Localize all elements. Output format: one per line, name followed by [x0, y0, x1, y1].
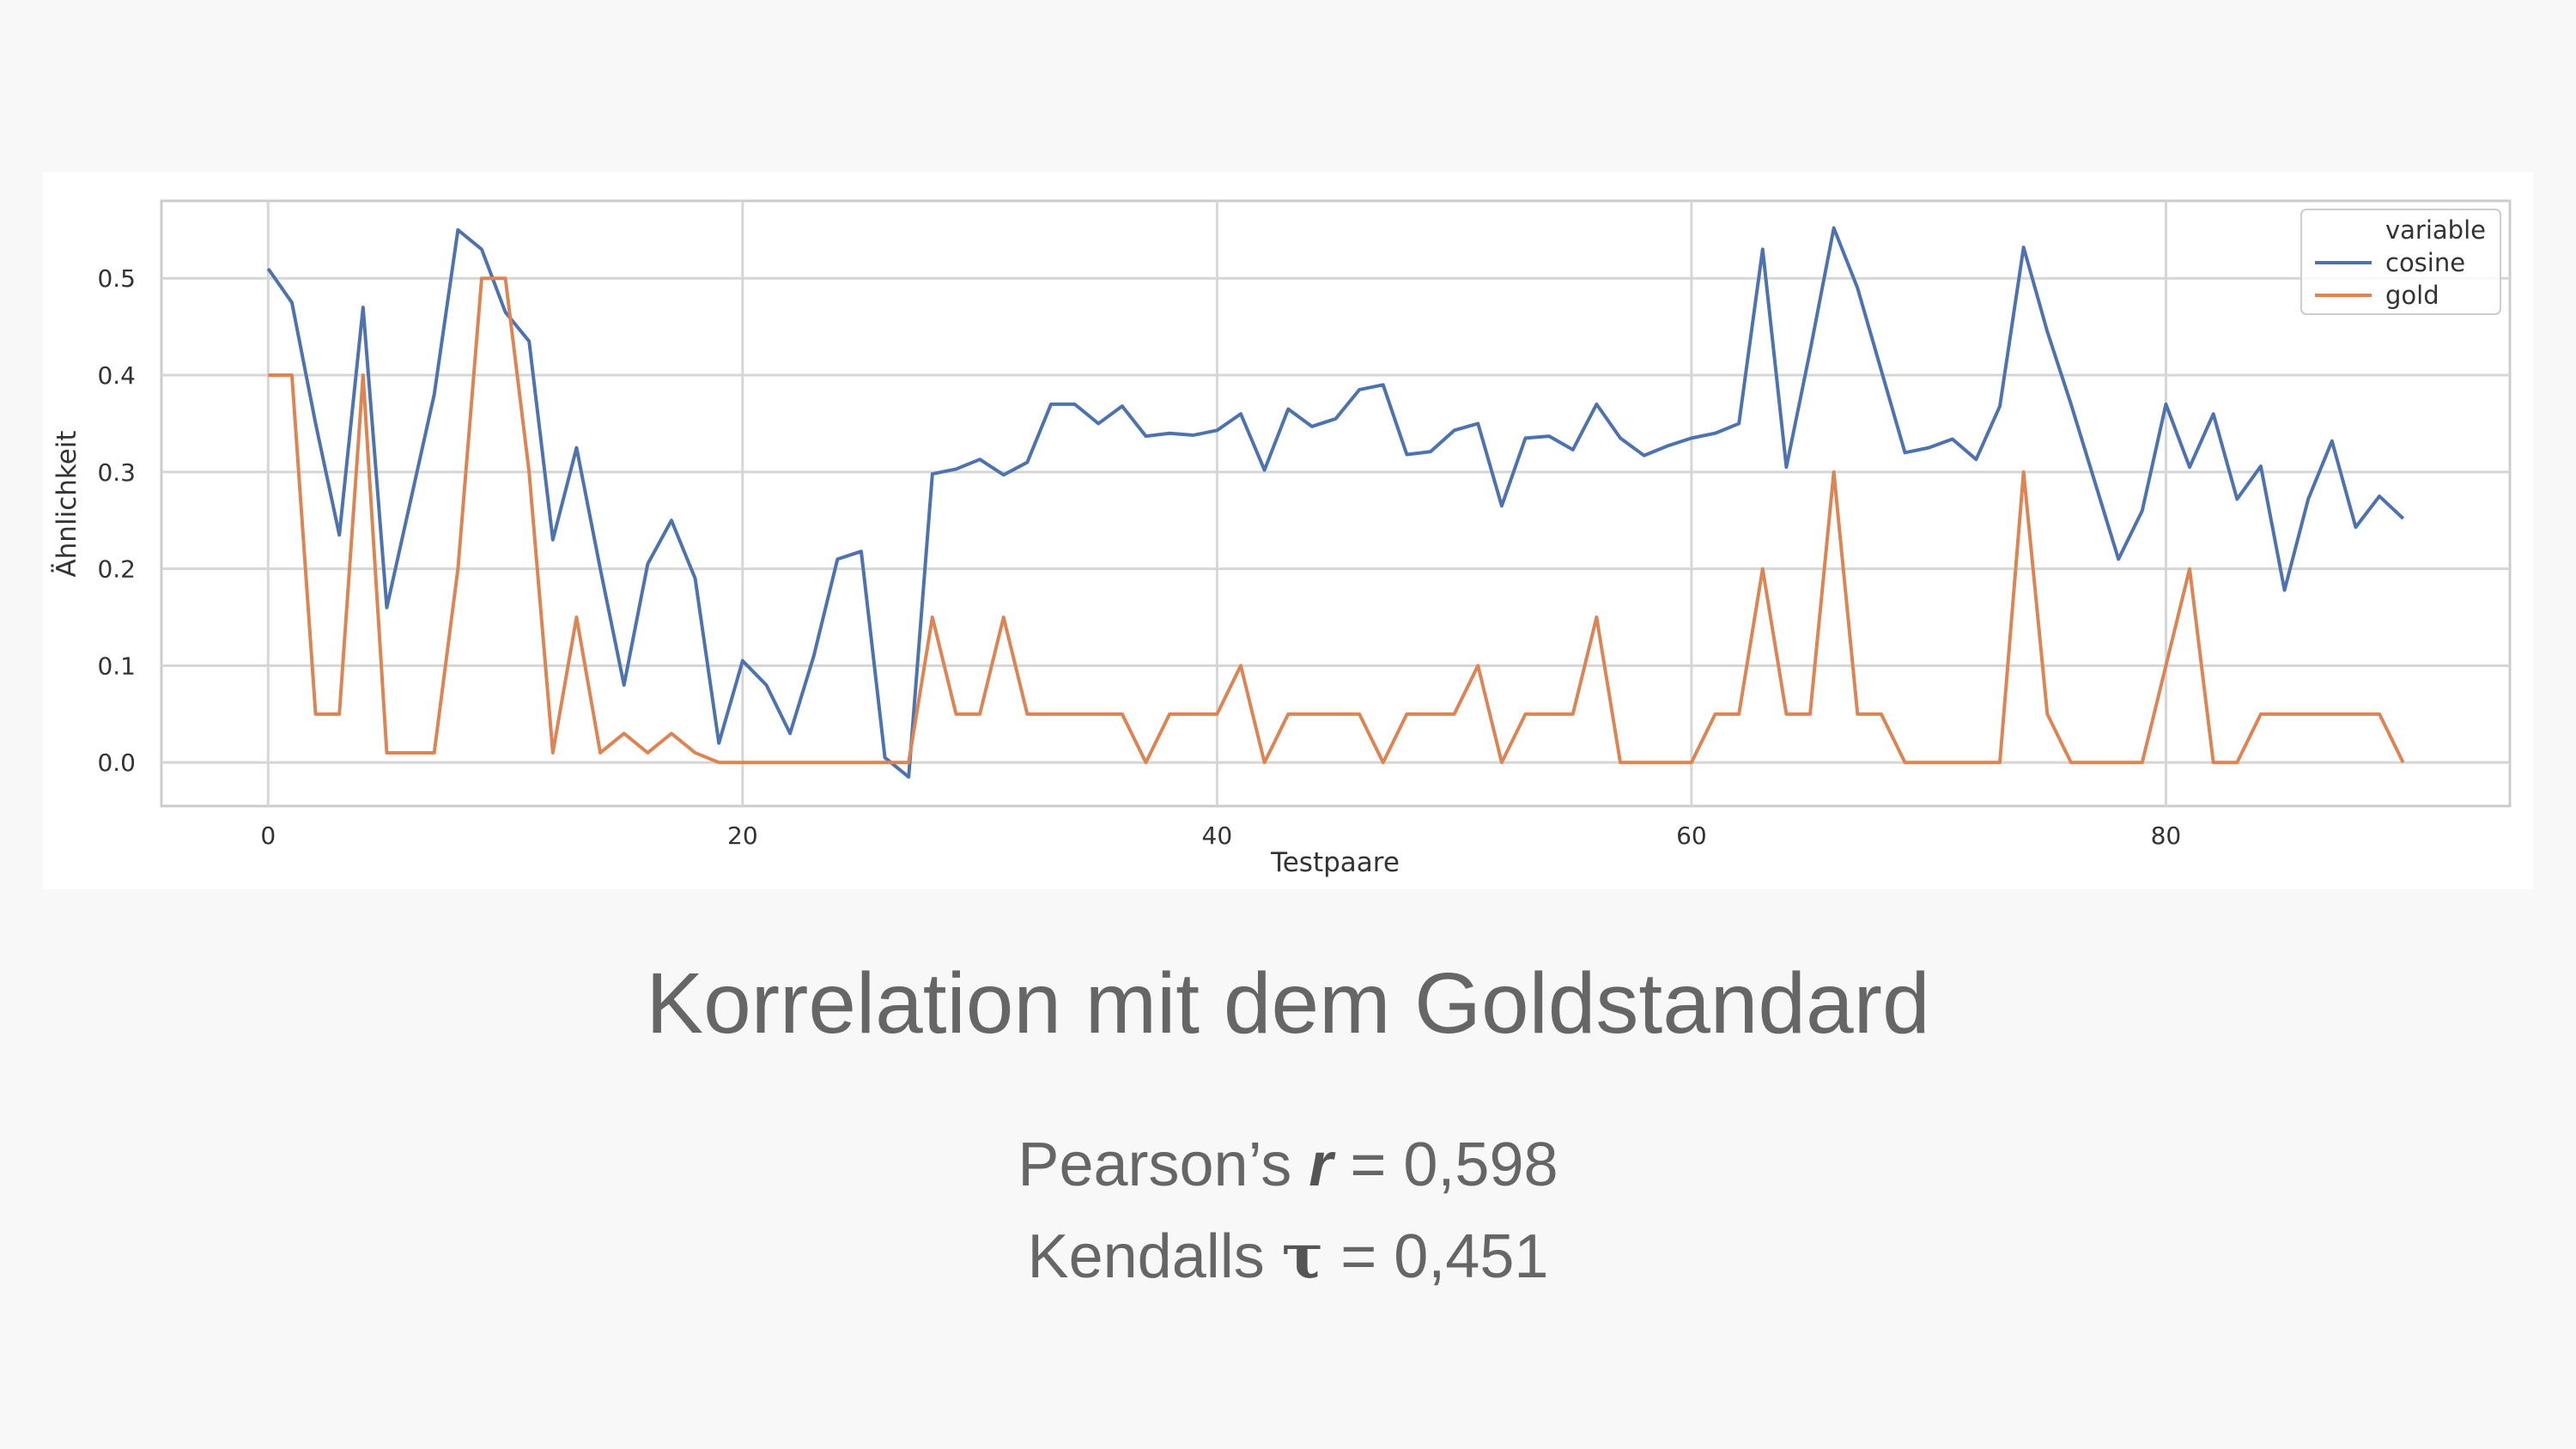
legend-label-gold: gold — [2385, 281, 2439, 310]
pearson-statistic: Pearson’s r = 0,598 — [0, 1130, 2576, 1200]
series-line-gold — [268, 276, 2405, 765]
x-tick-label: 40 — [1202, 822, 1233, 850]
y-axis-label: Ähnlichkeit — [52, 430, 82, 577]
kendall-statistic: Kendalls τ = 0,451 — [0, 1219, 2576, 1292]
pearson-prefix: Pearson’s — [1018, 1131, 1309, 1199]
y-tick-label: 0.0 — [97, 749, 136, 777]
y-tick-label: 0.5 — [97, 264, 136, 293]
tick-labels: 0 20 40 60 80 0.0 0.1 0.2 0.3 0.4 0.5 — [97, 264, 2181, 850]
kendall-symbol: τ — [1281, 1219, 1324, 1292]
legend-label-cosine: cosine — [2385, 248, 2465, 277]
y-tick-label: 0.3 — [97, 458, 136, 487]
x-axis-label: Testpaare — [1270, 847, 1400, 878]
series-line-cosine — [266, 226, 2405, 779]
x-tick-label: 80 — [2151, 822, 2182, 850]
y-tick-label: 0.1 — [97, 652, 136, 680]
x-tick-label: 60 — [1676, 822, 1707, 850]
y-tick-label: 0.2 — [97, 555, 136, 584]
series-lines — [266, 226, 2405, 779]
legend-title: variable — [2385, 215, 2486, 245]
x-tick-label: 20 — [727, 822, 758, 850]
pearson-symbol: r — [1309, 1131, 1334, 1199]
kendall-prefix: Kendalls — [1027, 1222, 1282, 1291]
kendall-value: = 0,451 — [1323, 1222, 1549, 1291]
line-chart: 0 20 40 60 80 0.0 0.1 0.2 0.3 0.4 0.5 Testpaare Äh… — [52, 199, 2512, 878]
pearson-value: = 0,598 — [1333, 1131, 1558, 1199]
plot-area — [160, 199, 2512, 808]
y-tick-label: 0.4 — [97, 361, 136, 390]
legend: variable cosine gold — [2300, 209, 2501, 315]
chart-panel: 0 20 40 60 80 0.0 0.1 0.2 0.3 0.4 0.5 Testpaare Äh… — [43, 172, 2533, 889]
x-tick-label: 0 — [260, 822, 276, 850]
slide-title: Korrelation mit dem Goldstandard — [646, 955, 1930, 1052]
legend-box — [2300, 209, 2501, 315]
